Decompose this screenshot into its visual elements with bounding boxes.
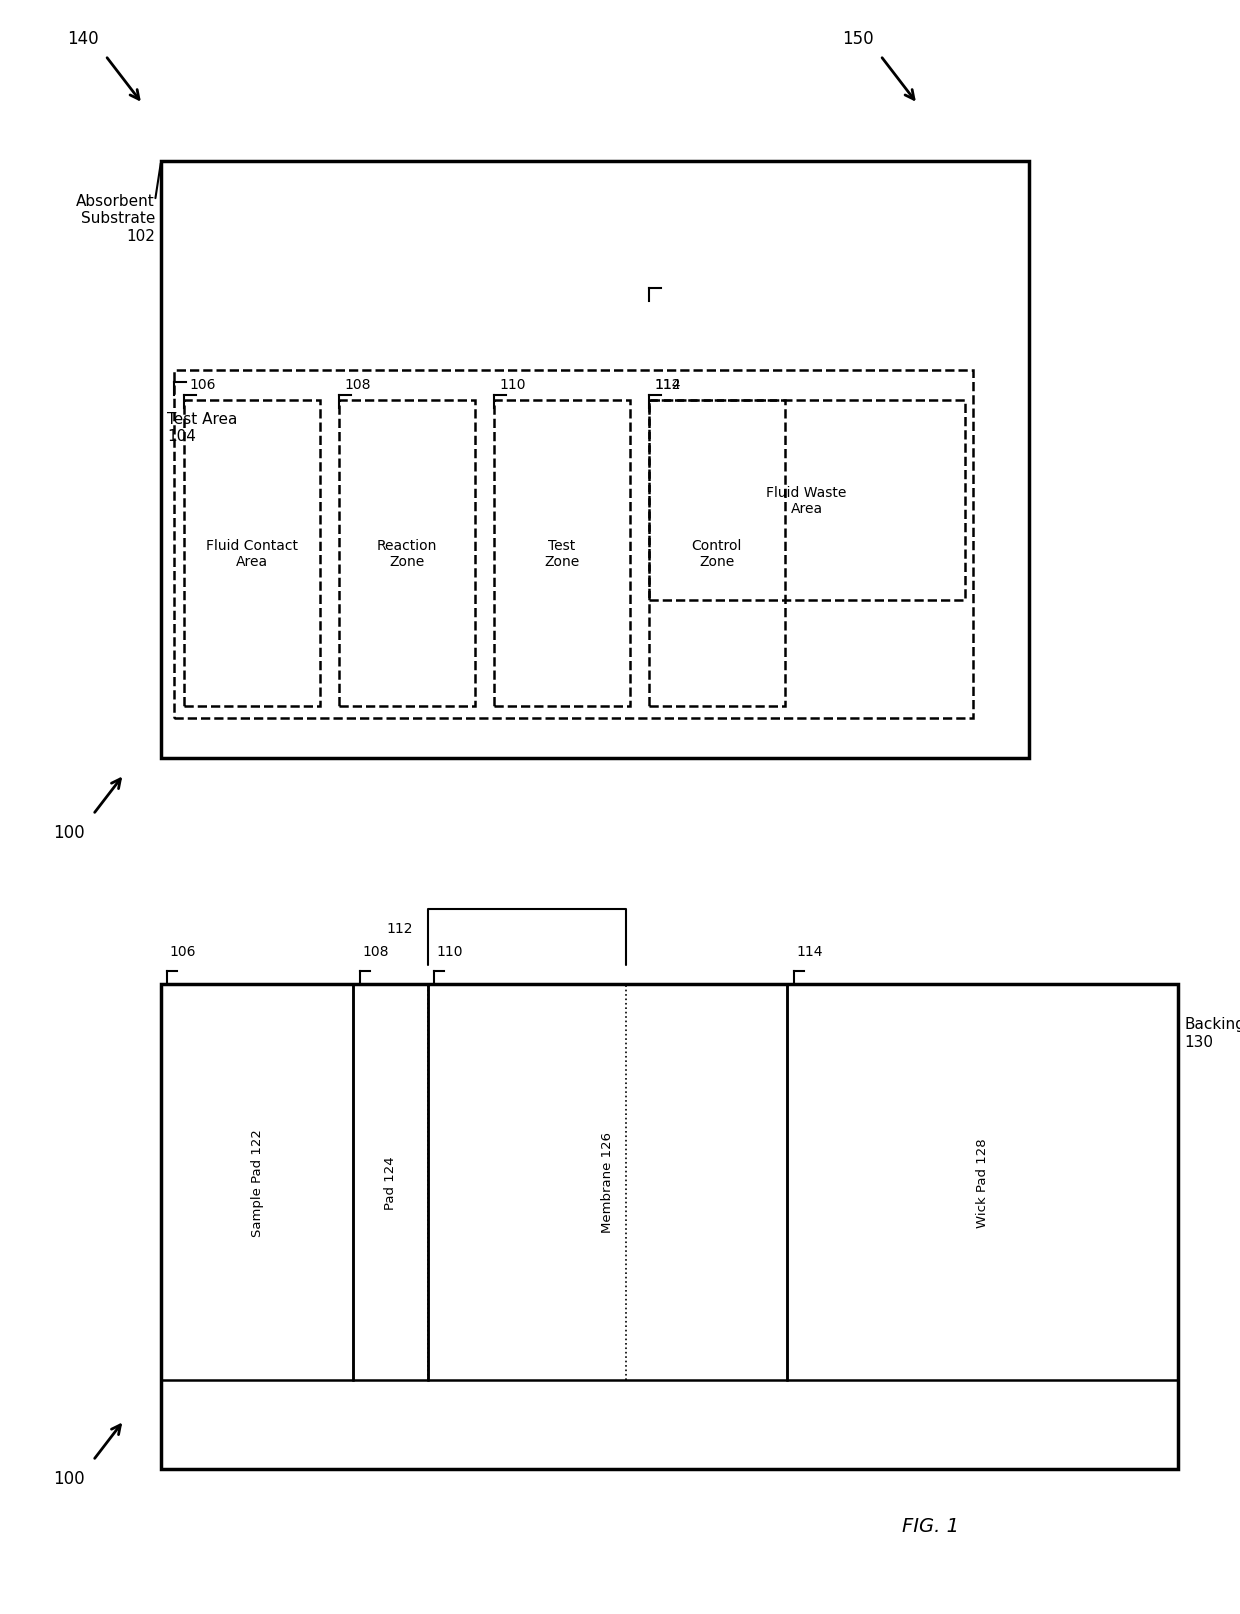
Bar (649, 400, 965, 600)
Bar (494, 400, 630, 707)
Bar (787, 985, 1178, 1380)
Bar (428, 985, 787, 1380)
Text: Test
Zone: Test Zone (544, 539, 579, 568)
Text: 112: 112 (655, 378, 681, 392)
FancyBboxPatch shape (161, 161, 1029, 759)
Bar (184, 400, 320, 707)
Text: Wick Pad 128: Wick Pad 128 (976, 1138, 990, 1227)
Text: 100: 100 (52, 823, 84, 841)
Text: Fluid Contact
Area: Fluid Contact Area (206, 539, 298, 568)
Text: 106: 106 (170, 944, 196, 959)
Text: Pad 124: Pad 124 (384, 1156, 397, 1209)
Text: 112: 112 (387, 922, 413, 935)
Text: Membrane 126: Membrane 126 (601, 1131, 614, 1233)
Text: FIG. 1: FIG. 1 (901, 1516, 959, 1535)
Text: 114: 114 (655, 378, 681, 392)
Bar (174, 371, 973, 718)
Bar (161, 985, 353, 1380)
Bar (339, 400, 475, 707)
Text: Control
Zone: Control Zone (692, 539, 742, 568)
Text: Backing
130: Backing 130 (1184, 1017, 1240, 1049)
Text: 100: 100 (52, 1469, 84, 1486)
Text: Reaction
Zone: Reaction Zone (377, 539, 436, 568)
Text: 114: 114 (796, 944, 822, 959)
Text: 110: 110 (436, 944, 463, 959)
Text: Fluid Waste
Area: Fluid Waste Area (766, 486, 847, 515)
Bar (649, 400, 785, 707)
Text: 150: 150 (842, 31, 874, 48)
Text: Sample Pad 122: Sample Pad 122 (250, 1128, 264, 1236)
Text: 108: 108 (362, 944, 388, 959)
Text: 108: 108 (345, 378, 371, 392)
Text: 106: 106 (190, 378, 216, 392)
Bar (161, 985, 1178, 1469)
Text: 140: 140 (67, 31, 99, 48)
Text: Absorbent
Substrate
102: Absorbent Substrate 102 (76, 194, 155, 244)
Bar (353, 985, 428, 1380)
Text: Test Area
104: Test Area 104 (167, 412, 238, 444)
Text: 110: 110 (500, 378, 526, 392)
